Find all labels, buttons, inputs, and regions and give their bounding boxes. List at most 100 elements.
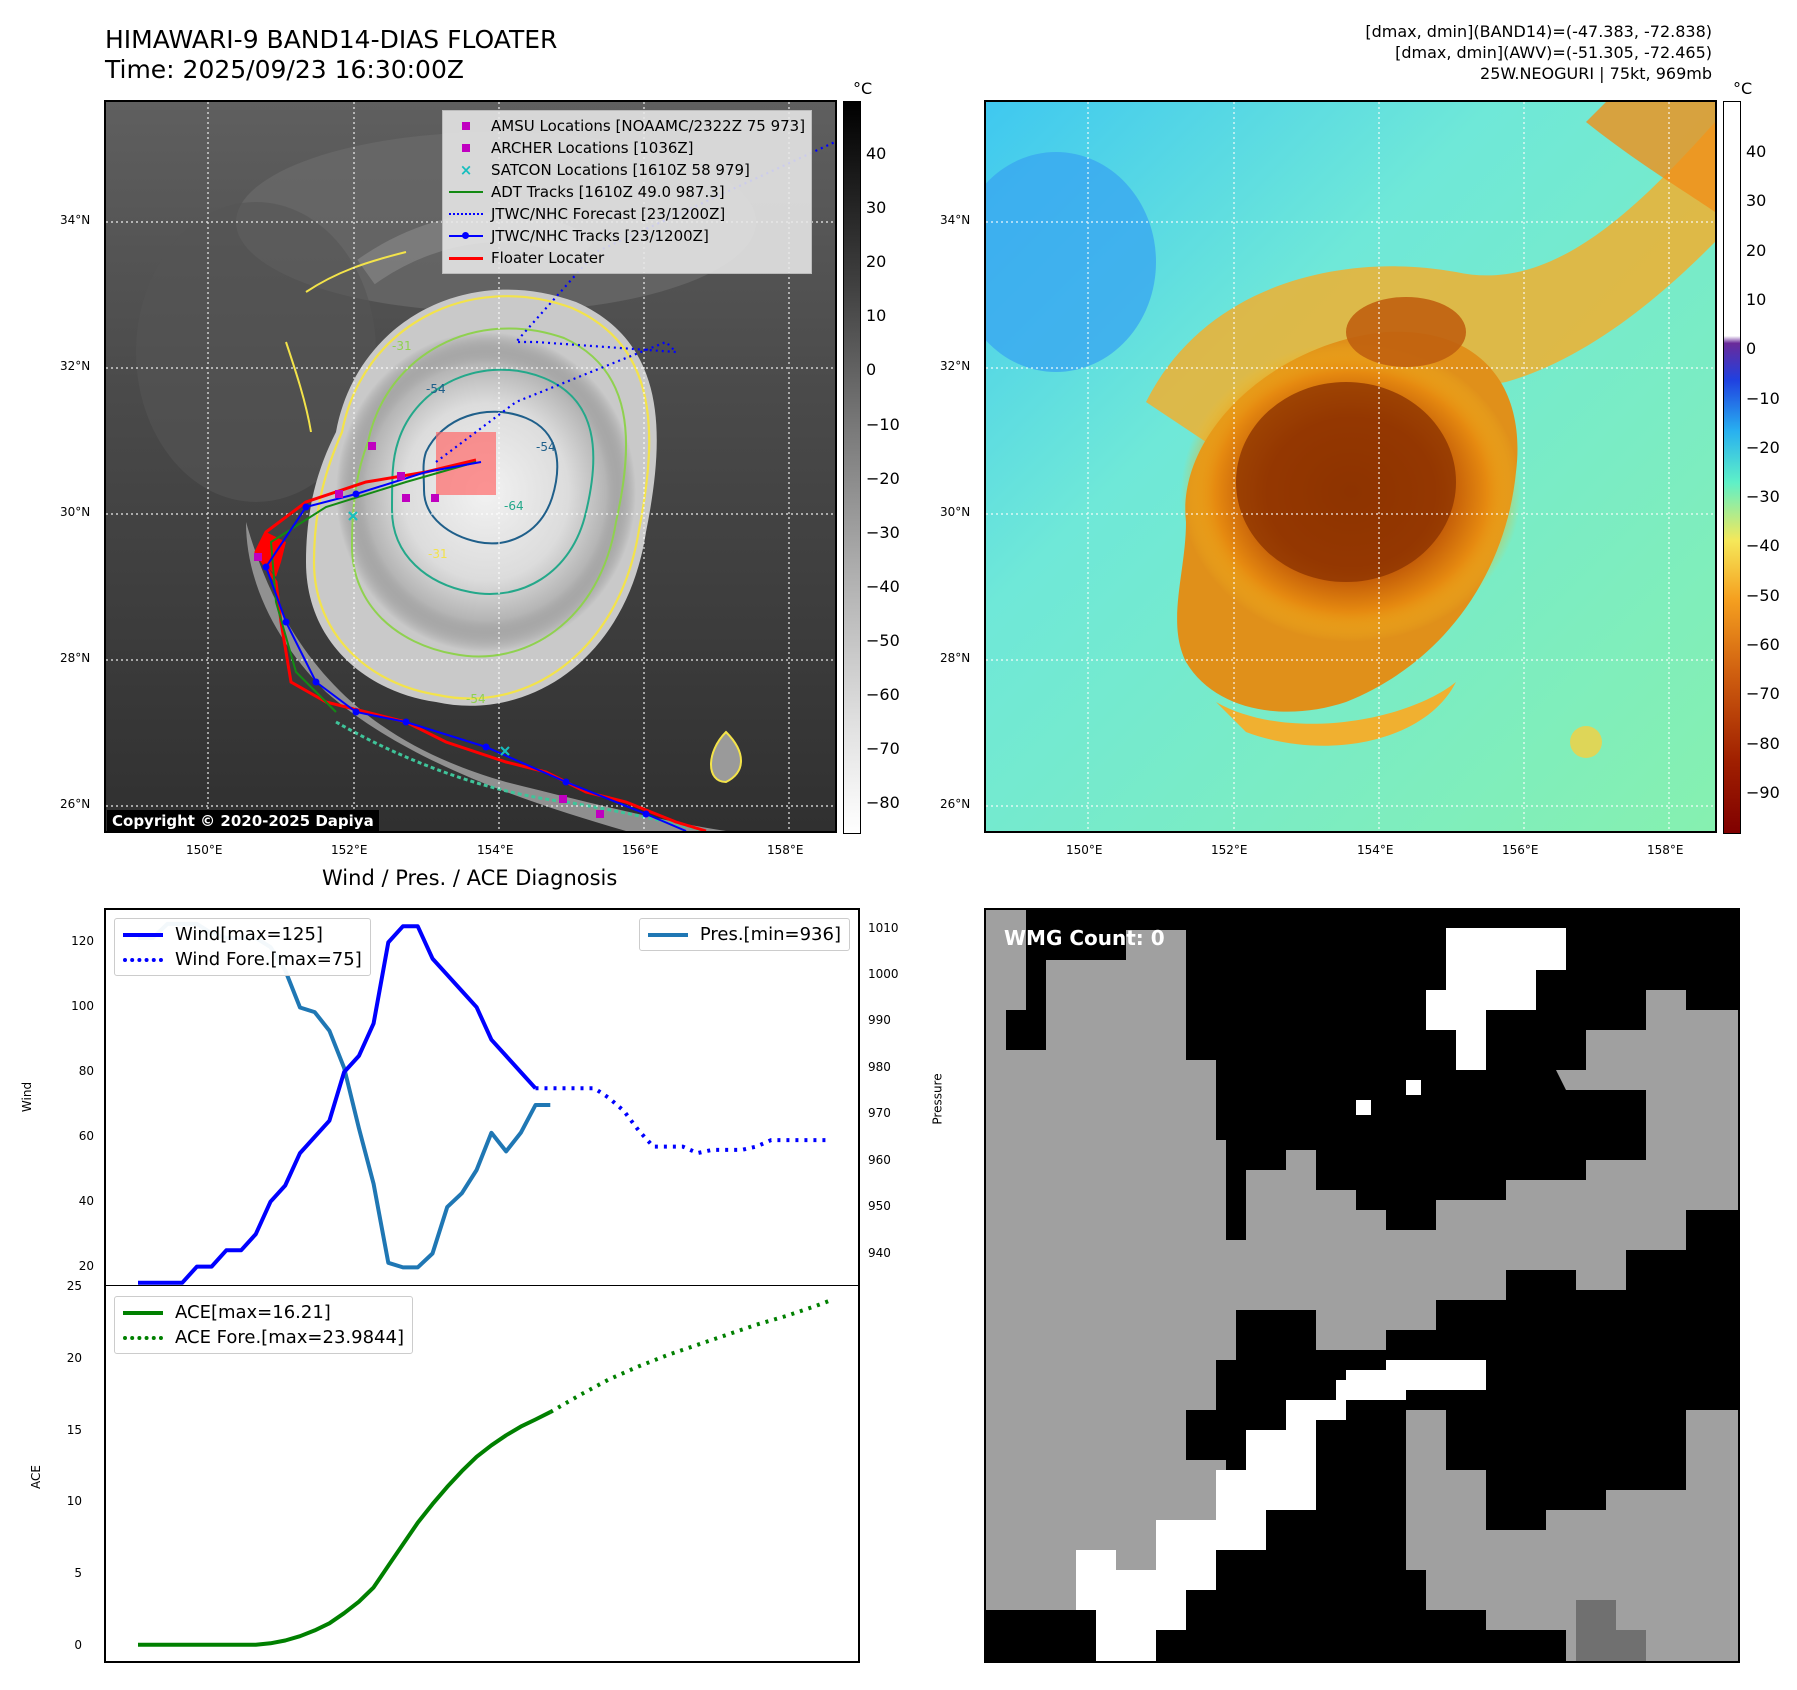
contour-label: -54 (466, 692, 486, 706)
ace-chart (138, 1298, 831, 1647)
y-tick-label: 990 (868, 1013, 891, 1028)
colorbar-tick-label: −50 (1746, 585, 1780, 605)
lon-label: 150°E (186, 843, 223, 857)
y-tick-label: 950 (868, 1199, 891, 1214)
ir-colorbar-unit: °C (853, 79, 873, 98)
legend-item-satcon: × SATCON Locations [1610Z 58 979] (459, 161, 750, 179)
lat-label: 34°N (940, 213, 971, 227)
lon-label: 152°E (331, 843, 368, 857)
legend-item-adt: ADT Tracks [1610Z 49.0 987.3] (449, 181, 805, 203)
y-tick-label: 1000 (868, 966, 899, 981)
ace-legend: ACE[max=16.21] ACE Fore.[max=23.9844] (114, 1296, 413, 1354)
colorbar-tick-label: 40 (866, 144, 887, 163)
adt-track (269, 461, 477, 713)
colorbar-tick-label: −50 (866, 630, 900, 650)
legend-item-wind: Wind[max=125] (123, 922, 362, 947)
figure-title: HIMAWARI-9 BAND14-DIAS FLOATER (105, 25, 558, 54)
storm-summary: 25W.NEOGURI | 75kt, 969mb (1480, 64, 1712, 83)
diagnosis-title: Wind / Pres. / ACE Diagnosis (322, 866, 618, 890)
colorbar-tick-label: −80 (866, 793, 900, 813)
lon-label: 156°E (622, 843, 659, 857)
colorbar-tick-label: 10 (866, 306, 887, 326)
ir-colorbar (843, 101, 861, 834)
colorbar-tick-label: −60 (866, 685, 900, 704)
y-tick-label: 980 (868, 1059, 891, 1074)
lat-label: 32°N (60, 359, 91, 373)
lat-label: 32°N (940, 359, 971, 373)
awv-range: [dmax, dmin](AWV)=(-51.305, -72.465) (1395, 43, 1712, 62)
legend-item-pressure: Pres.[min=936] (647, 922, 841, 947)
y-tick-label: 20 (78, 1258, 94, 1273)
contour-label: -54 (426, 382, 446, 396)
legend-item-amsu: AMSU Locations [NOAAMC/2322Z 75 973] (449, 115, 805, 137)
y-tick-label: 60 (78, 1128, 94, 1143)
wmg-panel: WMG Count: 0 (984, 908, 1740, 1663)
colorbar-tick-label: −10 (1746, 388, 1780, 408)
wind-pressure-chart-frame: Wind[max=125] Wind Fore.[max=75] Pres.[m… (104, 908, 860, 1286)
y-tick-label: 960 (868, 1152, 891, 1167)
wind-legend: Wind[max=125] Wind Fore.[max=75] (114, 918, 371, 976)
colorbar-tick-label: −20 (866, 468, 900, 488)
satcon-markers (348, 511, 510, 756)
colorbar-tick-label: 0 (866, 360, 877, 380)
lon-label: 156°E (1502, 843, 1539, 857)
colorbar-tick-label: −80 (1746, 733, 1780, 753)
lon-label: 154°E (477, 843, 514, 857)
lat-label: 30°N (60, 505, 91, 519)
colorbar-tick-label: 10 (1746, 289, 1767, 309)
ace-line (138, 1410, 552, 1647)
colorbar-tick-label: 20 (866, 252, 887, 272)
map-legend: AMSU Locations [NOAAMC/2322Z 75 973] ARC… (442, 110, 813, 274)
colorbar-tick-label: −60 (1746, 635, 1780, 654)
wmg-count-label: WMG Count: 0 (1004, 926, 1165, 950)
awv-map-gridlines (986, 102, 1715, 831)
colorbar-tick-label: −10 (866, 414, 900, 434)
legend-item-ace: ACE[max=16.21] (123, 1300, 404, 1325)
y-tick-label: 100 (71, 999, 94, 1014)
awv-map-panel (984, 100, 1717, 833)
colorbar-tick-label: −40 (866, 576, 900, 596)
ir-map-panel: -31 -54 -64 -54 -31 -54 AMSU Locations [… (104, 100, 837, 833)
y-tick-label: 120 (71, 934, 94, 949)
legend-item-archer: ARCHER Locations [1036Z] (449, 137, 805, 159)
y-tick-label: 970 (868, 1106, 891, 1121)
awv-colorbar-unit: °C (1733, 79, 1753, 98)
ace-axis-label: ACE (28, 1465, 43, 1489)
contour-label: -64 (504, 499, 524, 513)
colorbar-tick-label: 20 (1746, 240, 1767, 260)
awv-colorbar (1723, 101, 1741, 834)
y-tick-label: 0 (74, 1637, 82, 1652)
lat-label: 28°N (940, 651, 971, 665)
copyright-label: Copyright © 2020-2025 Dapiya (107, 810, 379, 831)
colorbar-tick-label: 30 (866, 198, 887, 218)
colorbar-tick-label: 40 (1746, 142, 1767, 161)
lon-label: 158°E (1647, 843, 1684, 857)
colorbar-tick-label: 0 (1746, 339, 1757, 359)
ace-forecast-line (549, 1298, 831, 1414)
awv-map-image (986, 102, 1715, 831)
jtwc-forecast-track (435, 141, 835, 463)
colorbar-tick-label: −30 (866, 522, 900, 542)
lon-label: 158°E (767, 843, 804, 857)
legend-item-jtwc-forecast: JTWC/NHC Forecast [23/1200Z] (449, 203, 805, 225)
lon-label: 150°E (1066, 843, 1103, 857)
lat-label: 28°N (60, 651, 91, 665)
ace-chart-frame: ACE[max=16.21] ACE Fore.[max=23.9844] (104, 1285, 860, 1663)
colorbar-tick-label: −30 (1746, 487, 1780, 507)
figure-time: Time: 2025/09/23 16:30:00Z (105, 55, 464, 84)
legend-item-wind-forecast: Wind Fore.[max=75] (123, 947, 362, 972)
colorbar-tick-label: 30 (1746, 191, 1767, 211)
band14-range: [dmax, dmin](BAND14)=(-47.383, -72.838) (1365, 22, 1712, 41)
legend-item-jtwc-tracks: JTWC/NHC Tracks [23/1200Z] (449, 225, 805, 247)
lat-label: 26°N (940, 797, 971, 811)
contour-label: -31 (428, 547, 448, 561)
y-tick-label: 15 (66, 1422, 82, 1437)
y-tick-label: 40 (78, 1193, 94, 1208)
colorbar-tick-label: −40 (1746, 536, 1780, 556)
colorbar-tick-label: −70 (866, 739, 900, 759)
wind-line (138, 924, 537, 1285)
wind-forecast-line (535, 1086, 830, 1156)
lon-label: 152°E (1211, 843, 1248, 857)
wind-axis-label: Wind (20, 1081, 35, 1113)
lat-label: 30°N (940, 505, 971, 519)
